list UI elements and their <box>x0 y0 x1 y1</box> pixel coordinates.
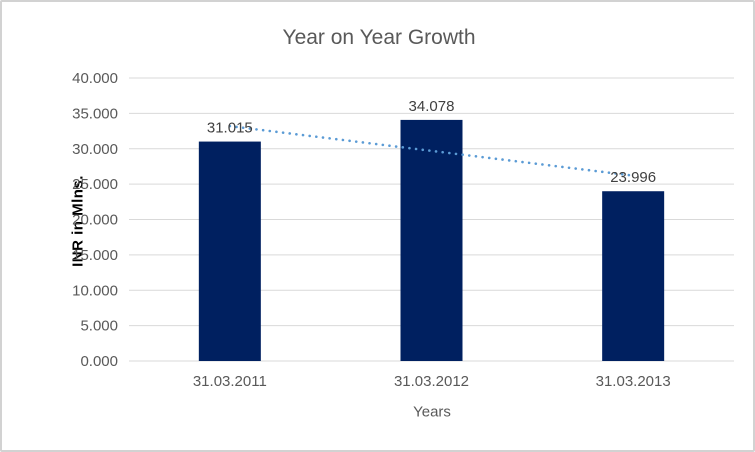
y-tick-label: 20.000 <box>72 212 118 229</box>
bar-31.03.2011[interactable] <box>198 141 261 361</box>
y-tick-label: 15.000 <box>72 247 118 264</box>
x-tick-label: 31.03.2012 <box>394 373 469 390</box>
y-tick-label: 30.000 <box>72 141 118 158</box>
chart-title: Year on Year Growth <box>282 26 476 49</box>
bar-31.03.2012[interactable] <box>400 119 463 361</box>
y-tick-label: 10.000 <box>72 282 118 299</box>
x-tick-label: 31.03.2011 <box>193 373 267 390</box>
bar-data-label: 23.996 <box>610 169 656 186</box>
y-tick-label: 5.000 <box>80 318 118 335</box>
bar-data-label: 31.015 <box>207 120 253 137</box>
x-tick-label: 31.03.2013 <box>596 373 671 390</box>
bar-data-label: 34.078 <box>409 98 455 115</box>
trendline[interactable] <box>228 124 635 177</box>
y-tick-label: 25.000 <box>72 176 118 193</box>
y-tick-label: 40.000 <box>72 70 118 87</box>
y-tick-label: 35.000 <box>72 105 118 122</box>
bar-31.03.2013[interactable] <box>602 191 665 361</box>
y-tick-label: 0.000 <box>80 353 118 370</box>
x-axis-title: Years <box>413 403 451 421</box>
